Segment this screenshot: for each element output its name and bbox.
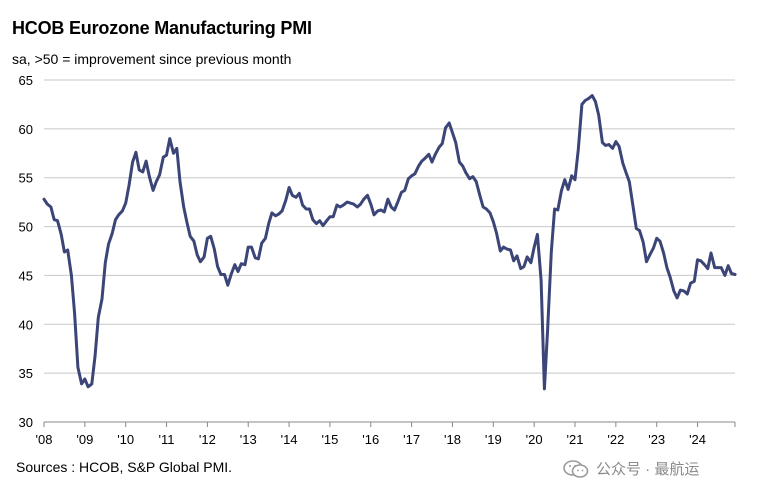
watermark: 公众号 · 最航运 [562,458,699,479]
x-tick-labels: '08 '09 '10 '11 '12 '13 '14 '15 '16 '17 '18 '19 '20 '… [36,432,706,447]
chart-title: HCOB Eurozone Manufacturing PMI [12,18,312,38]
y-tick-label: 45 [19,268,33,283]
gridlines [44,79,735,374]
x-tick-label: '10 [117,432,134,447]
x-tick-label: '11 [159,432,175,447]
y-tick-label: 55 [19,171,33,186]
x-tick-label: '08 [36,432,53,447]
chart-subtitle: sa, >50 = improvement since previous mon… [12,51,292,67]
y-tick-label: 35 [19,366,33,381]
x-tick-label: '22 [607,432,624,447]
x-tick-label: '21 [567,432,584,447]
x-tick-label: '16 [362,432,379,447]
y-tick-labels: 30 35 40 45 50 55 60 65 [19,73,33,430]
x-tick-label: '17 [403,432,420,447]
series-group [42,94,737,391]
x-tick-label: '12 [199,432,216,447]
x-tick-label: '09 [76,432,93,447]
wechat-icon [563,459,589,478]
y-tick-label: 60 [19,122,33,137]
y-tick-label: 50 [19,220,33,235]
pmi-line-chart: 30 35 40 45 50 55 60 65 '08 '09 '10 '11 '12 '13 '14 '1… [19,73,737,447]
source-note: Sources : HCOB, S&P Global PMI. [16,459,233,475]
x-tick-label: '13 [240,432,257,447]
x-tick-label: '24 [689,432,706,447]
x-tick-label: '18 [444,432,461,447]
x-tick-label: '14 [281,432,298,447]
axes [43,421,736,427]
watermark-text: 公众号 · 最航运 [596,461,700,478]
y-tick-label: 40 [19,317,33,332]
x-tick-label: '15 [321,432,338,447]
x-tick-label: '19 [485,432,502,447]
series-line-pmi [42,94,737,391]
x-tick-label: '20 [526,432,543,447]
y-tick-label: 30 [19,415,33,430]
x-tick-label: '23 [648,432,665,447]
y-tick-label: 65 [19,73,33,88]
